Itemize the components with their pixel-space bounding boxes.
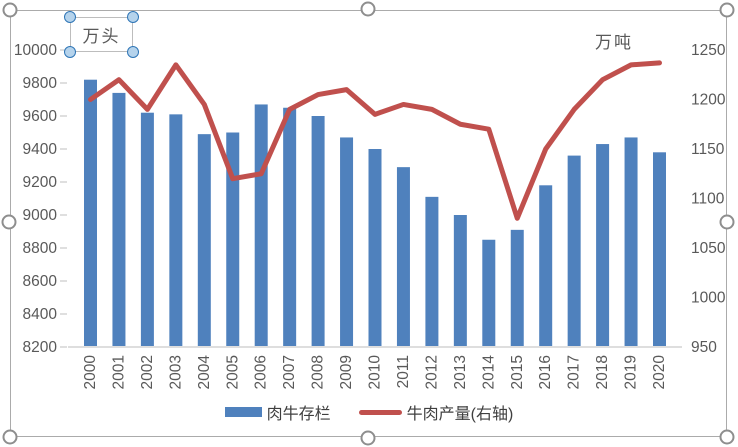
- chart-resize-handle-bottom-center[interactable]: [360, 430, 376, 446]
- x-axis-tick-label: 2020: [651, 355, 668, 390]
- x-axis-tick-label: 2015: [509, 355, 526, 389]
- textbox-resize-handle-top-right[interactable]: [127, 11, 139, 23]
- left-axis-tick-label: 8600: [23, 273, 58, 290]
- x-axis-tick-label: 2003: [167, 355, 184, 389]
- bar-2011[interactable]: [396, 167, 410, 346]
- chart-resize-handle-top-center[interactable]: [360, 1, 376, 17]
- right-axis-tick-label: 1100: [691, 191, 725, 208]
- legend-bar-swatch: [224, 407, 262, 417]
- textbox-resize-handle-bottom-right[interactable]: [127, 46, 139, 58]
- x-axis-tick-label: 2000: [82, 355, 99, 390]
- legend-label-beef-output: 牛肉产量(右轴): [406, 406, 514, 423]
- left-axis-tick-label: 8400: [23, 306, 58, 323]
- bar-2018[interactable]: [596, 144, 610, 346]
- bar-2000[interactable]: [84, 79, 97, 346]
- right-axis-tick-label: 1200: [691, 92, 726, 109]
- bar-2004[interactable]: [197, 134, 211, 346]
- left-axis-tick-label: 9800: [23, 75, 58, 92]
- chart-legend: 肉牛存栏 牛肉产量(右轴): [0, 400, 738, 424]
- x-axis-tick-label: 2012: [423, 355, 440, 389]
- right-axis[interactable]: 1250 1200 1150 1100 1050 1000 950: [691, 42, 726, 356]
- bar-2003[interactable]: [169, 114, 183, 346]
- legend-line-swatch: [358, 409, 402, 415]
- textbox-resize-handle-bottom-left[interactable]: [64, 46, 76, 58]
- x-axis-tick-label: 2002: [139, 355, 156, 389]
- chart-resize-handle-middle-left[interactable]: [1, 214, 17, 230]
- left-axis-tick-label: 9200: [23, 174, 58, 191]
- bar-2010[interactable]: [368, 149, 382, 346]
- bar-2020[interactable]: [653, 152, 666, 346]
- chart-resize-handle-bottom-left[interactable]: [2, 429, 18, 445]
- x-axis-tick-label: 2010: [367, 355, 384, 390]
- bar-2006[interactable]: [254, 104, 268, 346]
- left-axis-tick-label: 8200: [23, 339, 58, 356]
- bar-2005[interactable]: [226, 132, 240, 347]
- textbox-resize-handle-top-left[interactable]: [64, 11, 76, 23]
- x-axis-tick-label: 2013: [452, 355, 469, 389]
- left-axis-tick-label: 8800: [23, 240, 58, 257]
- bar-2016[interactable]: [539, 185, 553, 346]
- x-axis-tick-label: 2007: [281, 355, 298, 389]
- right-axis-tick-label: 1250: [691, 42, 726, 59]
- x-axis-tick-label: 2019: [623, 355, 640, 389]
- x-axis-tick-label: 2008: [310, 355, 327, 389]
- bar-2017[interactable]: [567, 155, 581, 346]
- x-axis-tick-label: 2006: [253, 355, 270, 389]
- bar-2019[interactable]: [624, 137, 638, 346]
- chart-resize-handle-top-right[interactable]: [719, 2, 735, 18]
- bar-2015[interactable]: [510, 229, 524, 346]
- chart-resize-handle-middle-right[interactable]: [719, 214, 735, 230]
- right-axis-tick-label: 1050: [691, 240, 726, 257]
- series-cattle-stock-bars[interactable]: [84, 79, 666, 347]
- x-axis-tick-label: 2018: [594, 355, 611, 389]
- x-axis-tick-label: 2001: [110, 355, 127, 389]
- bar-2009[interactable]: [340, 137, 354, 346]
- left-axis[interactable]: 10000 9800 9600 9400 9200 9000 8800 8600 8400 820…: [14, 42, 67, 356]
- left-axis-tick-label: 10000: [14, 42, 57, 59]
- right-axis-tick-label: 950: [691, 339, 717, 356]
- legend-item-cattle-stock[interactable]: 肉牛存栏: [224, 400, 331, 424]
- legend-item-beef-output[interactable]: 牛肉产量(右轴): [358, 400, 514, 424]
- left-axis-tick-label: 9400: [23, 141, 58, 158]
- left-axis-tick-label: 9600: [23, 108, 58, 125]
- bar-2002[interactable]: [140, 112, 154, 346]
- x-axis-tick-label: 2016: [537, 355, 554, 389]
- right-axis-tick-label: 1000: [691, 290, 726, 307]
- x-axis-tick-label: 2017: [566, 355, 583, 389]
- bar-2012[interactable]: [425, 196, 439, 346]
- x-axis-tick-label: 2011: [395, 355, 412, 388]
- legend-label-cattle-stock: 肉牛存栏: [266, 406, 331, 423]
- x-axis-labels[interactable]: 2000 2001 2002 2003 2004 2005 2006 2007 2008 2009…: [82, 355, 668, 390]
- left-axis-tick-label: 9000: [23, 207, 58, 224]
- x-axis-tick-label: 2014: [480, 355, 497, 390]
- left-axis-title-textbox[interactable]: 万头: [70, 17, 133, 52]
- x-axis-tick-label: 2005: [224, 355, 241, 389]
- bar-2014[interactable]: [482, 239, 496, 346]
- x-axis-tick-label: 2009: [338, 355, 355, 389]
- bar-2007[interactable]: [283, 107, 297, 346]
- bar-2008[interactable]: [311, 116, 325, 346]
- beef-output-line[interactable]: [88, 60, 662, 221]
- chart-resize-handle-bottom-right[interactable]: [719, 429, 735, 445]
- left-axis-title: 万头: [82, 27, 121, 46]
- right-axis-title: 万吨: [595, 33, 633, 52]
- bar-2013[interactable]: [453, 215, 467, 346]
- x-axis-tick-label: 2004: [196, 355, 213, 390]
- bar-2001[interactable]: [112, 92, 126, 347]
- chart-resize-handle-top-left[interactable]: [2, 2, 18, 18]
- right-axis-tick-label: 1150: [691, 141, 725, 158]
